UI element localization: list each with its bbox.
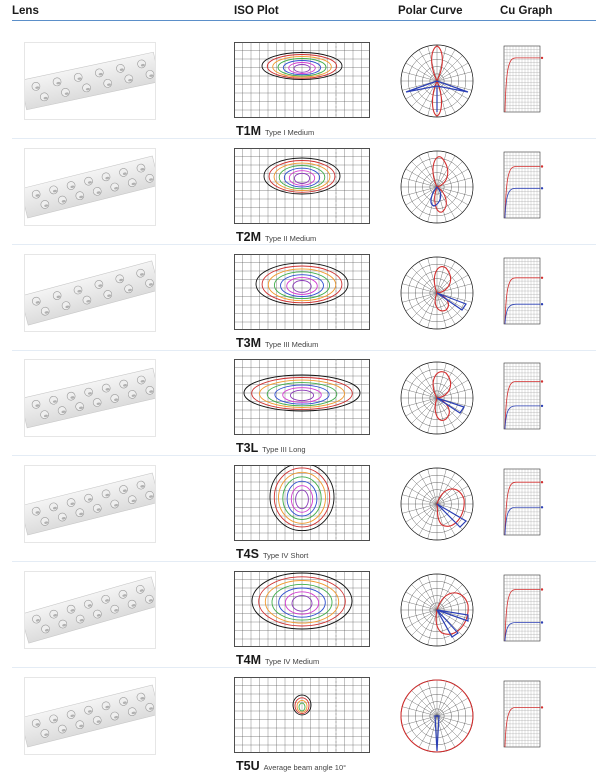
lens-image <box>24 677 156 755</box>
lens-row: T3M Type III Medium <box>0 254 610 360</box>
lens-row: T5U Average beam angle 10° <box>0 677 610 783</box>
lens-code: T4M <box>236 653 261 667</box>
cu-graph <box>498 42 546 120</box>
lens-description: Type IV Short <box>262 551 309 560</box>
header-divider <box>12 20 596 21</box>
lens-row: T4M Type IV Medium <box>0 571 610 677</box>
iso-plot <box>234 359 370 435</box>
lens-code: T5U <box>236 759 260 773</box>
row-divider <box>12 350 596 351</box>
iso-plot <box>234 42 370 118</box>
lens-caption: T1M Type I Medium <box>236 122 314 140</box>
lens-description: Type III Medium <box>265 340 319 349</box>
lens-row: T2M Type II Medium <box>0 148 610 254</box>
lens-row: T3L Type III Long <box>0 359 610 465</box>
lens-image <box>24 254 156 332</box>
cu-graph <box>498 359 546 437</box>
lens-description: Average beam angle 10° <box>263 763 347 772</box>
polar-curve <box>398 42 476 120</box>
lens-code: T1M <box>236 124 261 138</box>
column-header-cu-graph: Cu Graph <box>500 5 553 17</box>
cu-graph <box>498 571 546 649</box>
lens-row: T4S Type IV Short <box>0 465 610 571</box>
polar-curve <box>398 465 476 543</box>
cu-graph <box>498 465 546 543</box>
iso-plot <box>234 571 370 647</box>
polar-curve <box>398 148 476 226</box>
lens-image <box>24 42 156 120</box>
lens-code: T2M <box>236 230 261 244</box>
iso-plot <box>234 254 370 330</box>
row-divider <box>12 667 596 668</box>
lens-code: T4S <box>236 547 259 561</box>
polar-curve <box>398 359 476 437</box>
lens-image <box>24 359 156 437</box>
lens-caption: T2M Type II Medium <box>236 228 316 246</box>
polar-curve <box>398 254 476 332</box>
iso-plot <box>234 677 370 753</box>
lens-image <box>24 571 156 649</box>
iso-plot <box>234 465 370 541</box>
lens-description: Type IV Medium <box>265 657 320 666</box>
lens-description: Type III Long <box>262 445 306 454</box>
row-divider <box>12 138 596 139</box>
column-header-iso-plot: ISO Plot <box>234 5 279 17</box>
lens-description: Type II Medium <box>265 234 317 243</box>
iso-plot <box>234 148 370 224</box>
lens-image <box>24 465 156 543</box>
lens-caption: T3M Type III Medium <box>236 334 318 352</box>
row-divider <box>12 561 596 562</box>
polar-curve <box>398 677 476 755</box>
polar-curve <box>398 571 476 649</box>
lens-caption: T4S Type IV Short <box>236 545 308 563</box>
column-header-lens: Lens <box>12 5 39 17</box>
cu-graph <box>498 254 546 332</box>
table-header: Lens ISO Plot Polar Curve Cu Graph <box>0 0 610 22</box>
lens-code: T3M <box>236 336 261 350</box>
lens-row: T1M Type I Medium <box>0 42 610 148</box>
lens-description: Type I Medium <box>265 128 315 137</box>
cu-graph <box>498 677 546 755</box>
column-header-polar-curve: Polar Curve <box>398 5 463 17</box>
lens-caption: T4M Type IV Medium <box>236 651 319 669</box>
lens-caption: T5U Average beam angle 10° <box>236 757 346 775</box>
lens-image <box>24 148 156 226</box>
lens-caption: T3L Type III Long <box>236 439 306 457</box>
row-divider <box>12 244 596 245</box>
lens-code: T3L <box>236 441 259 455</box>
cu-graph <box>498 148 546 226</box>
row-divider <box>12 455 596 456</box>
